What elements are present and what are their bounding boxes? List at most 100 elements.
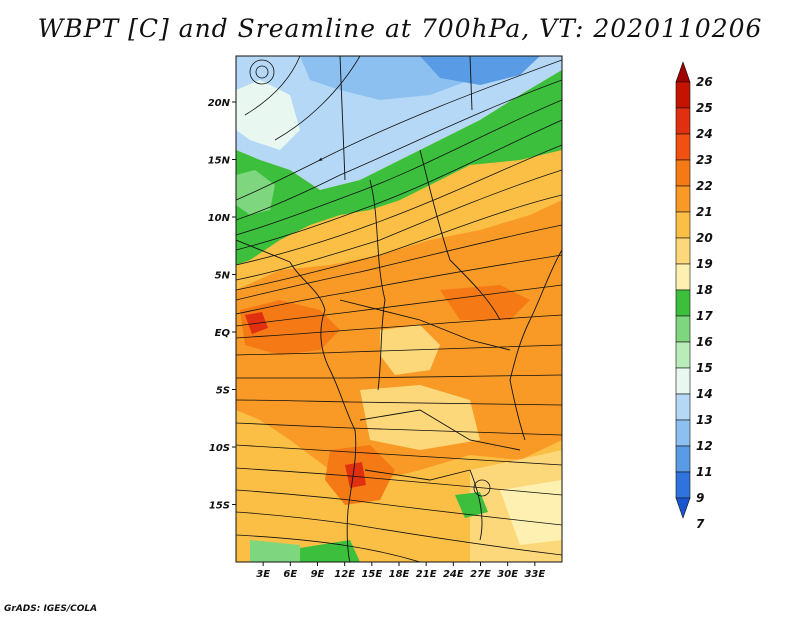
field-green-south [455,492,488,518]
field-green-band [236,70,562,265]
lon-tick-label: 9E [311,569,325,580]
streamline [236,374,562,379]
colorbar-swatch [675,419,691,447]
field-pale-north [236,80,300,150]
colorbar-label: 13 [696,413,713,427]
coastline-east [509,249,562,441]
colorbar-swatch [675,211,691,239]
streamline [236,314,562,339]
colorbar-swatch [675,289,691,317]
lon-tick-label: 33E [524,569,545,580]
streamline [236,511,562,556]
colorbar-label: 26 [696,75,713,89]
streamline [274,56,361,141]
border [364,469,471,481]
lat-tick-label: EQ [215,328,231,339]
colorbar-label: 11 [696,465,713,479]
lon-tick-label: 3E [256,569,270,580]
colorbar: 26 25 24 23 22 21 20 19 18 17 16 15 14 13 12 11 9 7 [675,61,713,531]
colorbar-swatch [675,185,691,213]
lat-tick-label: 10N [208,213,231,224]
colorbar-label: 16 [696,335,713,349]
colorbar-label: 22 [696,179,713,193]
lake [469,469,483,541]
colorbar-label: 14 [696,387,713,401]
colorbar-swatch [675,367,691,395]
streamline [236,422,562,436]
streamline [236,99,562,236]
colorbar-swatch [675,471,691,499]
streamline [236,399,562,406]
colorbar-swatch [675,341,691,369]
lat-tick-label: 15N [208,156,231,167]
streamline [236,489,562,526]
colorbar-label: 23 [696,153,713,167]
streamline [236,79,562,221]
colorbar-label: 18 [696,283,713,297]
field-orange-23 [240,300,340,355]
colorbar-swatch [675,107,691,135]
field-lightgreen-patch [236,170,275,215]
streamline [244,56,301,116]
border [469,56,473,111]
field-red-24b [345,462,366,488]
lat-tick-label: 5N [215,271,231,282]
lon-tick-label: 21E [416,569,437,580]
border [419,149,501,321]
streamline [236,119,562,251]
streamline [236,194,562,291]
lon-tick-label: 30E [497,569,518,580]
colorbar-label: 20 [696,231,713,245]
field-yellow-19b [360,385,480,450]
field-blue-north [236,56,562,190]
colorbar-label: 19 [696,257,713,271]
colorbar-swatch [675,81,691,109]
lon-tick-label: 27E [470,569,491,580]
streamline-vortex [249,59,275,85]
field-darkblue-north [420,56,540,85]
lon-tick-label: 18E [389,569,410,580]
map-title: WBPT [C] and Sreamline at 700hPa, VT: 20… [37,14,763,43]
colorbar-bottom-arrow [675,497,691,519]
streamline [236,284,562,327]
streamline [236,59,562,201]
colorbar-swatch [675,315,691,343]
colorbar-swatch [675,237,691,265]
lon-tick-label: 24E [443,569,464,580]
lat-tick-label: 5S [216,386,230,397]
field-cream-18 [500,480,562,545]
field-orange-23b [440,285,530,320]
streamline [236,254,562,315]
streamline [236,444,562,466]
streamline-vortex [255,65,269,79]
map-panel [236,56,562,562]
streamline [236,144,562,266]
axis-ticks: 3E 6E 9E 12E 15E 18E 21E 24E 27E 30E 33E 20N 15N 10N 5… [208,98,546,580]
streamline-vortex [473,479,491,497]
lon-tick-label: 12E [334,569,355,580]
colorbar-label: 7 [696,517,705,531]
streamline [236,467,562,496]
colorbar-swatch [675,133,691,161]
lon-tick-label: 15E [361,569,382,580]
border [359,409,521,451]
border [369,179,386,391]
grads-credit: GrADS: IGES/COLA [4,604,98,614]
colorbar-label: 15 [696,361,713,375]
streamline [236,224,562,301]
colorbar-swatch [675,393,691,421]
border [339,299,511,351]
coastline-west [289,261,357,562]
colorbar-swatch [675,159,691,187]
colorbar-swatch [675,263,691,291]
border [236,239,291,263]
colorbar-label: 9 [696,491,704,505]
colorbar-top-arrow [675,61,691,83]
colorbar-label: 21 [696,205,713,219]
colorbar-label: 24 [696,127,713,141]
colorbar-swatch [675,445,691,473]
lat-tick-label: 20N [208,98,231,109]
lon-tick-label: 6E [283,569,297,580]
field-lightgreen-south [250,540,300,562]
